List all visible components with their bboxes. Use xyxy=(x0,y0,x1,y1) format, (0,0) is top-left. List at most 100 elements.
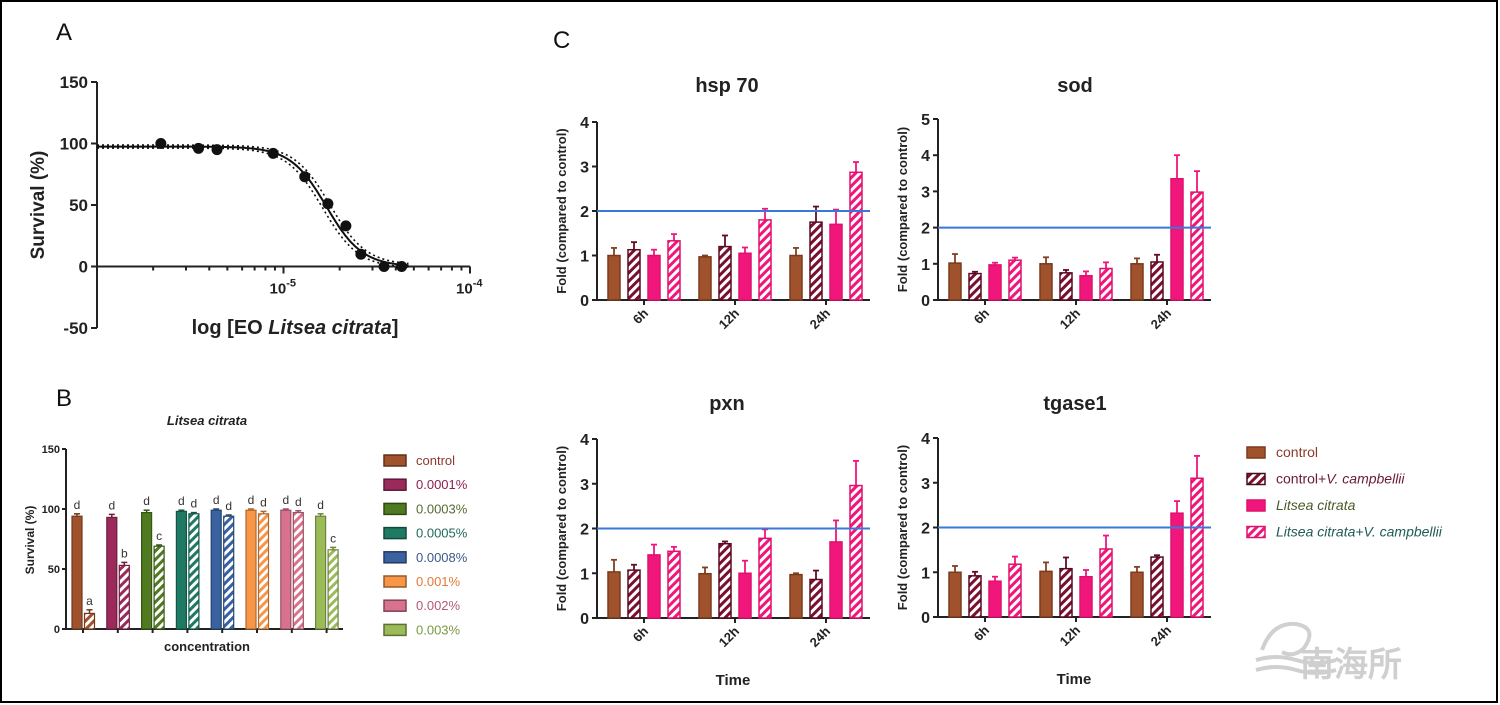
a-data-point xyxy=(322,198,334,210)
c-y-tick-label: 2 xyxy=(921,521,930,538)
c-y-label: Fold (compared to control) xyxy=(895,445,910,610)
a-data-point xyxy=(378,261,390,272)
c-y-tick-label: 2 xyxy=(580,522,589,539)
a-data-point xyxy=(396,261,408,272)
b-bar-hatched xyxy=(83,612,96,630)
c-bar-solid xyxy=(1170,177,1184,301)
b-legend-label: 0.001% xyxy=(416,574,461,589)
c-bar-solid xyxy=(789,573,803,619)
panel-label-b: B xyxy=(56,385,72,412)
b-legend-label: 0.0008% xyxy=(416,550,468,565)
c-bar-hatched xyxy=(1150,556,1164,618)
a-data-point xyxy=(211,144,223,156)
a-y-tick-label: -50 xyxy=(63,319,88,338)
c-y-tick-label: 0 xyxy=(921,293,930,310)
c-legend-swatch xyxy=(1246,499,1266,512)
c-y-tick-label: 3 xyxy=(921,184,930,201)
b-significance-letter: d xyxy=(143,494,150,508)
c-bar-solid xyxy=(829,541,843,619)
c-y-tick-label: 0 xyxy=(580,611,589,628)
c-bar-solid xyxy=(1170,512,1184,618)
c-chart-title: hsp 70 xyxy=(695,75,758,97)
b-significance-letter: d xyxy=(248,493,255,507)
c-y-tick-label: 0 xyxy=(580,293,589,310)
b-bar-solid xyxy=(210,509,222,630)
b-bar-hatched xyxy=(223,515,235,630)
c-legend-label-plain: control+ xyxy=(1276,471,1326,487)
c-bar-hatched xyxy=(758,537,772,619)
c-y-tick-label: 1 xyxy=(921,565,930,582)
c-bar-solid xyxy=(1079,274,1093,301)
b-legend-swatch xyxy=(383,478,407,491)
c-y-tick-label: 0 xyxy=(921,610,930,627)
b-legend-label: 0.003% xyxy=(416,622,461,637)
c-y-tick-label: 1 xyxy=(921,257,930,274)
c-bar-hatched xyxy=(968,272,982,301)
c-bar-solid xyxy=(829,223,843,301)
b-y-tick-label: 50 xyxy=(48,564,60,576)
c-legend-label-italic: Litsea citrata+V. campbellii xyxy=(1276,524,1443,540)
b-significance-letter: d xyxy=(225,499,232,513)
b-significance-letter: d xyxy=(260,495,267,509)
b-legend-swatch xyxy=(383,623,407,637)
a-data-point xyxy=(192,142,204,154)
c-bar-hatched xyxy=(667,240,681,301)
c-y-tick-label: 4 xyxy=(580,115,589,132)
b-title: Litsea citrata xyxy=(167,413,247,428)
b-significance-letter: c xyxy=(330,531,336,545)
c-x-label: Time xyxy=(1057,671,1092,688)
c-bar-solid xyxy=(789,254,803,301)
c-y-tick-label: 2 xyxy=(921,221,930,238)
a-y-tick-label: 150 xyxy=(60,73,88,92)
a-x-tick-base: 10 xyxy=(270,281,287,298)
c-legend-label-italic: Litsea citrata xyxy=(1276,497,1356,513)
a-x-tick-base: 10 xyxy=(456,281,473,298)
c-chart-title: pxn xyxy=(709,393,745,415)
b-bar-hatched xyxy=(118,564,130,630)
b-legend-label: control xyxy=(416,453,455,468)
a-x-tick-label: 10-5 xyxy=(270,278,296,298)
c-bar-solid xyxy=(988,264,1002,301)
b-significance-letter: d xyxy=(191,497,198,511)
c-bar-hatched xyxy=(1059,567,1073,618)
c-bar-hatched xyxy=(718,245,732,301)
a-data-point xyxy=(267,147,279,159)
c-bar-solid xyxy=(1079,575,1093,618)
c-bar-hatched xyxy=(718,542,732,619)
c-y-tick-label: 3 xyxy=(921,476,930,493)
c-bar-solid xyxy=(1039,263,1053,301)
b-bar-hatched xyxy=(257,513,270,630)
c-bar-solid xyxy=(738,572,752,619)
c-bar-solid xyxy=(988,580,1002,618)
c-bar-solid xyxy=(607,571,621,619)
c-bar-hatched xyxy=(627,569,641,619)
b-legend-swatch xyxy=(383,502,407,516)
a-data-point xyxy=(155,138,167,149)
c-bar-hatched xyxy=(1008,259,1022,301)
c-legend-swatch xyxy=(1246,446,1266,459)
b-bar-hatched xyxy=(153,545,165,630)
a-x-label-part: log [EO xyxy=(192,317,269,339)
c-legend-label: control+V. campbellii xyxy=(1276,471,1405,487)
a-y-tick-label: 0 xyxy=(79,258,88,277)
b-legend-swatch xyxy=(383,575,407,588)
c-y-tick-label: 3 xyxy=(580,160,589,177)
c-y-label: Fold (compared to control) xyxy=(895,127,910,292)
c-bar-hatched xyxy=(968,575,982,618)
a-x-label: log [EO Litsea citrata] xyxy=(192,317,399,339)
a-x-tick-label: 10-4 xyxy=(456,278,483,298)
b-legend-label: 0.0003% xyxy=(416,501,468,516)
a-y-label: Survival (%) xyxy=(28,151,49,260)
a-fit-curve xyxy=(97,145,409,267)
b-bar-solid xyxy=(106,516,118,630)
b-legend-label: 0.0005% xyxy=(416,526,468,541)
c-legend-label: control xyxy=(1276,444,1318,460)
c-legend-label-plain: control xyxy=(1276,444,1318,460)
b-bar-hatched xyxy=(188,513,200,630)
c-x-label: Time xyxy=(716,672,751,689)
c-bar-solid xyxy=(698,572,712,619)
c-bar-hatched xyxy=(1099,267,1113,301)
